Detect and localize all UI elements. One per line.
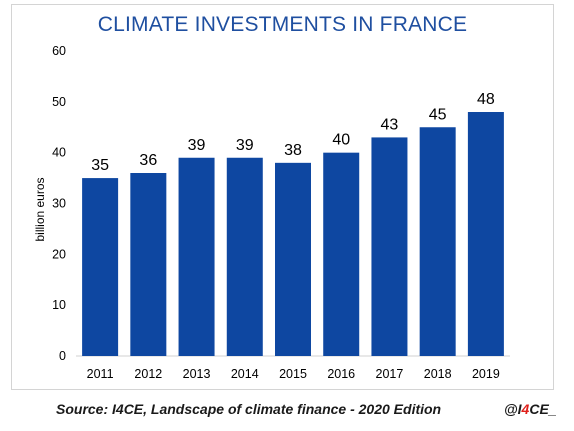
data-label: 36: [139, 152, 157, 169]
x-tick-label: 2015: [279, 367, 307, 381]
y-tick-label: 30: [52, 197, 66, 211]
bar: [371, 137, 408, 356]
x-tick-label: 2016: [327, 367, 355, 381]
x-tick-label: 2018: [424, 367, 452, 381]
bar: [82, 178, 119, 356]
data-label: 35: [91, 157, 109, 174]
y-axis-title: billion euros: [33, 177, 47, 241]
x-tick-label: 2019: [472, 367, 500, 381]
y-tick-label: 50: [52, 95, 66, 109]
data-label: 45: [429, 106, 447, 123]
bar: [467, 112, 504, 356]
y-tick-label: 0: [59, 349, 66, 363]
data-label: 43: [381, 116, 399, 133]
data-label: 38: [284, 142, 302, 159]
bar: [275, 162, 311, 356]
brand-suffix: CE_: [529, 401, 557, 417]
bar: [323, 152, 360, 356]
y-tick-label: 10: [52, 298, 66, 312]
bar: [178, 157, 215, 356]
x-tick-label: 2011: [87, 367, 114, 381]
data-label: 39: [188, 137, 206, 154]
bar: [130, 173, 167, 356]
x-tick-label: 2013: [183, 367, 211, 381]
data-label: 40: [332, 132, 350, 149]
bar: [419, 127, 456, 356]
y-tick-label: 20: [52, 247, 66, 261]
x-tick-label: 2014: [231, 367, 259, 381]
source-note: Source: I4CE, Landscape of climate finan…: [56, 401, 442, 417]
y-tick-label: 40: [52, 146, 66, 160]
brand-prefix: @I: [504, 401, 522, 417]
brand-handle: @I4CE_: [504, 401, 557, 417]
y-tick-label: 60: [52, 44, 66, 58]
brand-accent: 4: [521, 401, 530, 417]
x-tick-label: 2017: [376, 367, 404, 381]
data-label: 39: [236, 137, 254, 154]
bar: [226, 157, 263, 356]
data-label: 48: [477, 91, 495, 108]
x-tick-label: 2012: [134, 367, 162, 381]
chart-title: CLIMATE INVESTMENTS IN FRANCE: [97, 13, 468, 36]
